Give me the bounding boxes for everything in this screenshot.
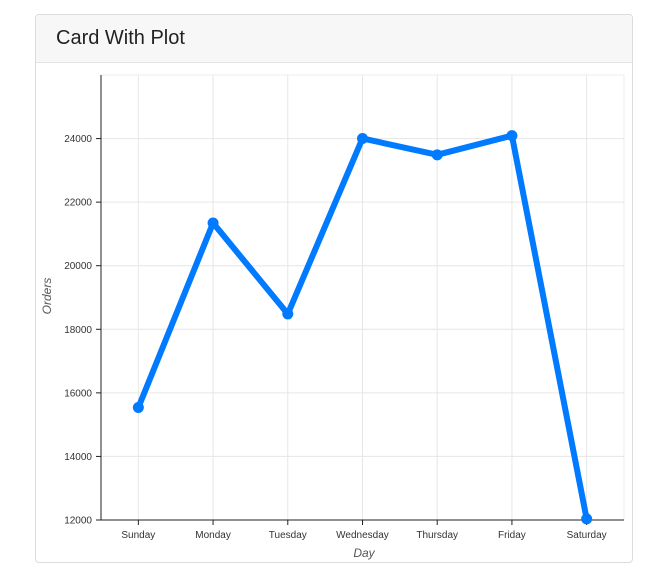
y-tick-label: 22000: [64, 198, 92, 209]
y-tick-label: 24000: [64, 134, 92, 145]
line-chart: 12000 14000 16000 18000 20000 22000 24000 Sunda…: [40, 74, 625, 560]
x-tick-label: Wednesday: [336, 530, 389, 541]
data-point-saturday[interactable]: [581, 513, 593, 525]
y-tick-label: 18000: [64, 325, 92, 336]
plot-card: Card With Plot 12000 14000 16000 18000 20000…: [35, 14, 633, 563]
y-tick-label: 20000: [64, 261, 92, 272]
data-point-thursday[interactable]: [431, 149, 443, 161]
x-tick-label: Monday: [195, 530, 231, 541]
x-tick-label: Saturday: [567, 530, 607, 541]
x-tick-label: Tuesday: [269, 530, 307, 541]
data-point-friday[interactable]: [506, 130, 518, 142]
x-axis-title: Day: [353, 546, 375, 560]
y-axis-title: Orders: [40, 278, 54, 315]
series: [132, 130, 593, 525]
y-tick-label: 16000: [64, 388, 92, 399]
y-tick-label: 14000: [64, 452, 92, 463]
y-tick-label: 12000: [64, 516, 92, 527]
axes: [96, 75, 624, 525]
chart-container: 12000 14000 16000 18000 20000 22000 24000 Sunda…: [36, 63, 632, 562]
data-point-sunday[interactable]: [132, 402, 144, 414]
x-tick-label: Friday: [498, 530, 526, 541]
tick-labels: 12000 14000 16000 18000 20000 22000 24000 Sunda…: [64, 134, 606, 541]
x-tick-label: Thursday: [416, 530, 458, 541]
card-header: Card With Plot: [36, 15, 632, 63]
x-tick-label: Sunday: [121, 530, 155, 541]
data-point-monday[interactable]: [207, 217, 219, 229]
data-point-wednesday[interactable]: [357, 132, 368, 144]
card-title: Card With Plot: [56, 27, 185, 49]
data-point-tuesday[interactable]: [282, 308, 294, 320]
